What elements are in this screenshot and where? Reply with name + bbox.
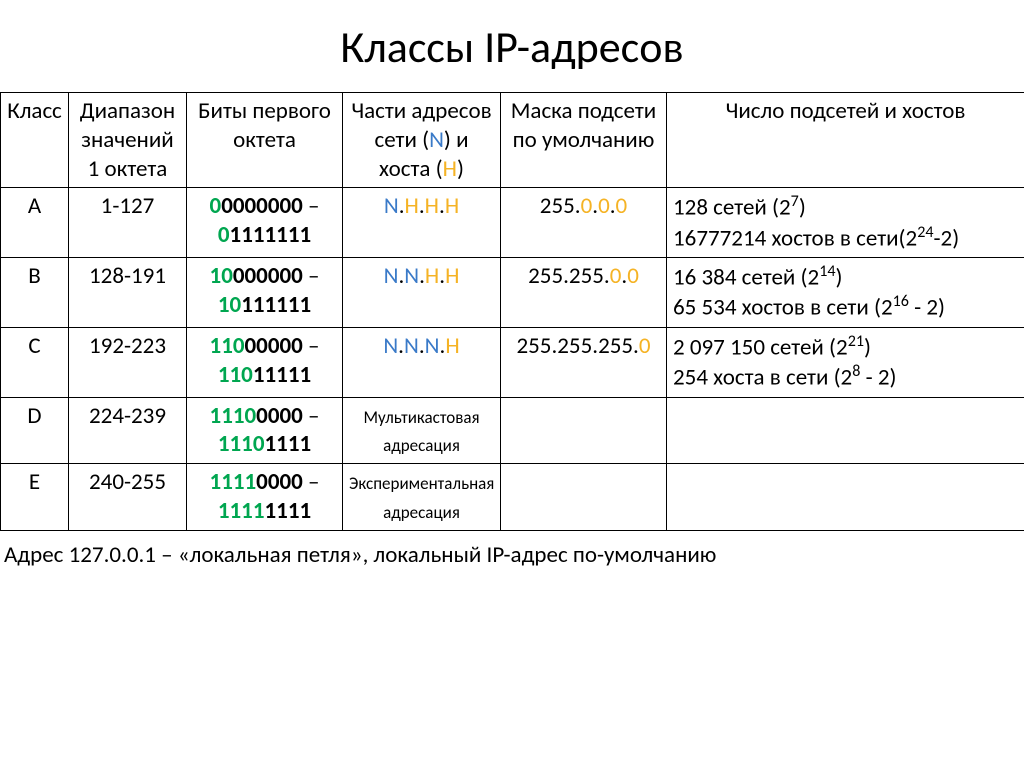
table-body: A1-12700000000 –01111111N.H.H.H255.0.0.0…	[1, 188, 1024, 530]
cell-bits: 10000000 –10111111	[187, 258, 343, 328]
table-row: B128-19110000000 –10111111N.N.H.H255.255…	[1, 258, 1024, 328]
cell-mask	[501, 464, 667, 531]
cell-mask: 255.255.255.0	[501, 327, 667, 397]
cell-bits: 11000000 –11011111	[187, 327, 343, 397]
cell-hosts	[667, 397, 1024, 464]
cell-range: 224-239	[69, 397, 187, 464]
cell-range: 240-255	[69, 464, 187, 531]
slide: Классы IP-адресов Класс Диапазон значени…	[0, 0, 1024, 767]
col-mask: Маска подсети по умолчанию	[501, 93, 667, 188]
cell-class: C	[1, 327, 69, 397]
table-row: E240-25511110000 –11111111Эксперименталь…	[1, 464, 1024, 531]
cell-range: 1-127	[69, 188, 187, 258]
cell-class: E	[1, 464, 69, 531]
cell-pattern: Мультикастовая адресация	[343, 397, 501, 464]
ip-classes-table: Класс Диапазон значений 1 октета Биты пе…	[0, 92, 1024, 531]
table-row: C192-22311000000 –11011111N.N.N.H255.255…	[1, 327, 1024, 397]
cell-class: D	[1, 397, 69, 464]
cell-class: A	[1, 188, 69, 258]
cell-range: 128-191	[69, 258, 187, 328]
cell-class: B	[1, 258, 69, 328]
cell-bits: 11110000 –11111111	[187, 464, 343, 531]
col-class: Класс	[1, 93, 69, 188]
table-row: A1-12700000000 –01111111N.H.H.H255.0.0.0…	[1, 188, 1024, 258]
cell-pattern: N.N.H.H	[343, 258, 501, 328]
cell-mask: 255.255.0.0	[501, 258, 667, 328]
cell-pattern: Экспериментальная адресация	[343, 464, 501, 531]
col-range: Диапазон значений 1 октета	[69, 93, 187, 188]
col-hosts: Число подсетей и хостов	[667, 93, 1024, 188]
cell-bits: 11100000 –11101111	[187, 397, 343, 464]
page-title: Классы IP-адресов	[0, 20, 1024, 74]
col-parts: Части адресов сети (N) и хоста (H)	[343, 93, 501, 188]
cell-hosts	[667, 464, 1024, 531]
cell-mask: 255.0.0.0	[501, 188, 667, 258]
cell-bits: 00000000 –01111111	[187, 188, 343, 258]
cell-hosts: 2 097 150 сетей (221)254 хоста в сети (2…	[667, 327, 1024, 397]
table-row: D224-23911100000 –11101111Мультикастовая…	[1, 397, 1024, 464]
cell-pattern: N.H.H.H	[343, 188, 501, 258]
table-header-row: Класс Диапазон значений 1 октета Биты пе…	[1, 93, 1024, 188]
col-bits: Биты первого октета	[187, 93, 343, 188]
cell-hosts: 128 сетей (27)16777214 хостов в сети(224…	[667, 188, 1024, 258]
cell-pattern: N.N.N.H	[343, 327, 501, 397]
footer-note: Адрес 127.0.0.1 – «локальная петля», лок…	[0, 531, 1024, 569]
cell-mask	[501, 397, 667, 464]
cell-range: 192-223	[69, 327, 187, 397]
cell-hosts: 16 384 сетей (214)65 534 хостов в сети (…	[667, 258, 1024, 328]
